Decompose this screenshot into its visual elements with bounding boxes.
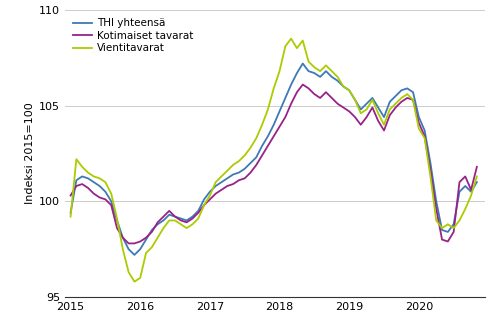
THI yhteensä [79,175,85,179]
THI yhteensä [132,253,138,257]
Vientitavarat [270,86,276,90]
Legend: THI yhteensä, Kotimaiset tavarat, Vientitavarat: THI yhteensä, Kotimaiset tavarat, Vienti… [70,15,197,56]
Kotimaiset tavarat [300,82,306,86]
Kotimaiset tavarat [68,194,73,198]
THI yhteensä [300,61,306,65]
Vientitavarat [79,165,85,169]
Vientitavarat [445,222,451,226]
Line: Vientitavarat: Vientitavarat [70,39,477,282]
Vientitavarat [132,280,138,284]
THI yhteensä [323,69,329,73]
Line: Kotimaiset tavarat: Kotimaiset tavarat [70,84,477,244]
Line: THI yhteensä: THI yhteensä [70,63,477,255]
Kotimaiset tavarat [323,90,329,94]
THI yhteensä [462,184,468,188]
Kotimaiset tavarat [126,242,132,246]
Vientitavarat [462,207,468,211]
Kotimaiset tavarat [132,242,138,246]
THI yhteensä [68,211,73,215]
Vientitavarat [474,175,480,179]
Y-axis label: Indeksi 2015=100: Indeksi 2015=100 [25,103,35,204]
Kotimaiset tavarat [79,182,85,186]
Kotimaiset tavarat [445,240,451,244]
Vientitavarat [288,37,294,41]
THI yhteensä [445,230,451,234]
Kotimaiset tavarat [474,165,480,169]
Vientitavarat [68,214,73,218]
Vientitavarat [126,270,132,274]
THI yhteensä [126,247,132,251]
Kotimaiset tavarat [462,175,468,179]
Kotimaiset tavarat [270,134,276,138]
THI yhteensä [474,180,480,184]
THI yhteensä [270,123,276,127]
Vientitavarat [323,63,329,67]
